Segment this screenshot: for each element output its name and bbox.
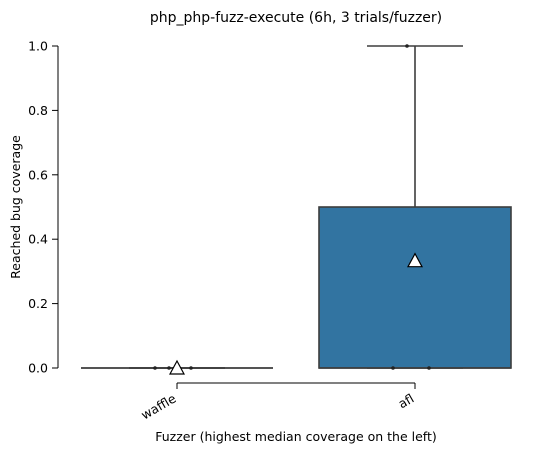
y-tick-label: 0.4 [28, 232, 48, 247]
data-point [189, 366, 193, 370]
y-tick-label: 1.0 [28, 39, 48, 54]
chart-title: php_php-fuzz-execute (6h, 3 trials/fuzze… [150, 10, 442, 26]
y-tick-label: 0.8 [28, 103, 48, 118]
x-axis-label: Fuzzer (highest median coverage on the l… [155, 429, 437, 444]
x-tick-label: waffle [138, 390, 178, 422]
box-rect [318, 206, 512, 369]
box-waffle [81, 359, 273, 375]
mean-marker [406, 252, 424, 268]
data-point [427, 366, 431, 370]
y-tick-label: 0.2 [28, 296, 48, 311]
box-afl [318, 44, 512, 370]
y-tick-label: 0.0 [28, 361, 48, 376]
data-point [405, 44, 409, 48]
data-point [153, 366, 157, 370]
data-point [391, 366, 395, 370]
data-point [167, 366, 171, 370]
y-axis-label: Reached bug coverage [8, 135, 23, 279]
y-tick-label: 0.6 [28, 167, 48, 182]
x-tick-label: afl [396, 391, 417, 412]
mean-marker [168, 359, 186, 375]
